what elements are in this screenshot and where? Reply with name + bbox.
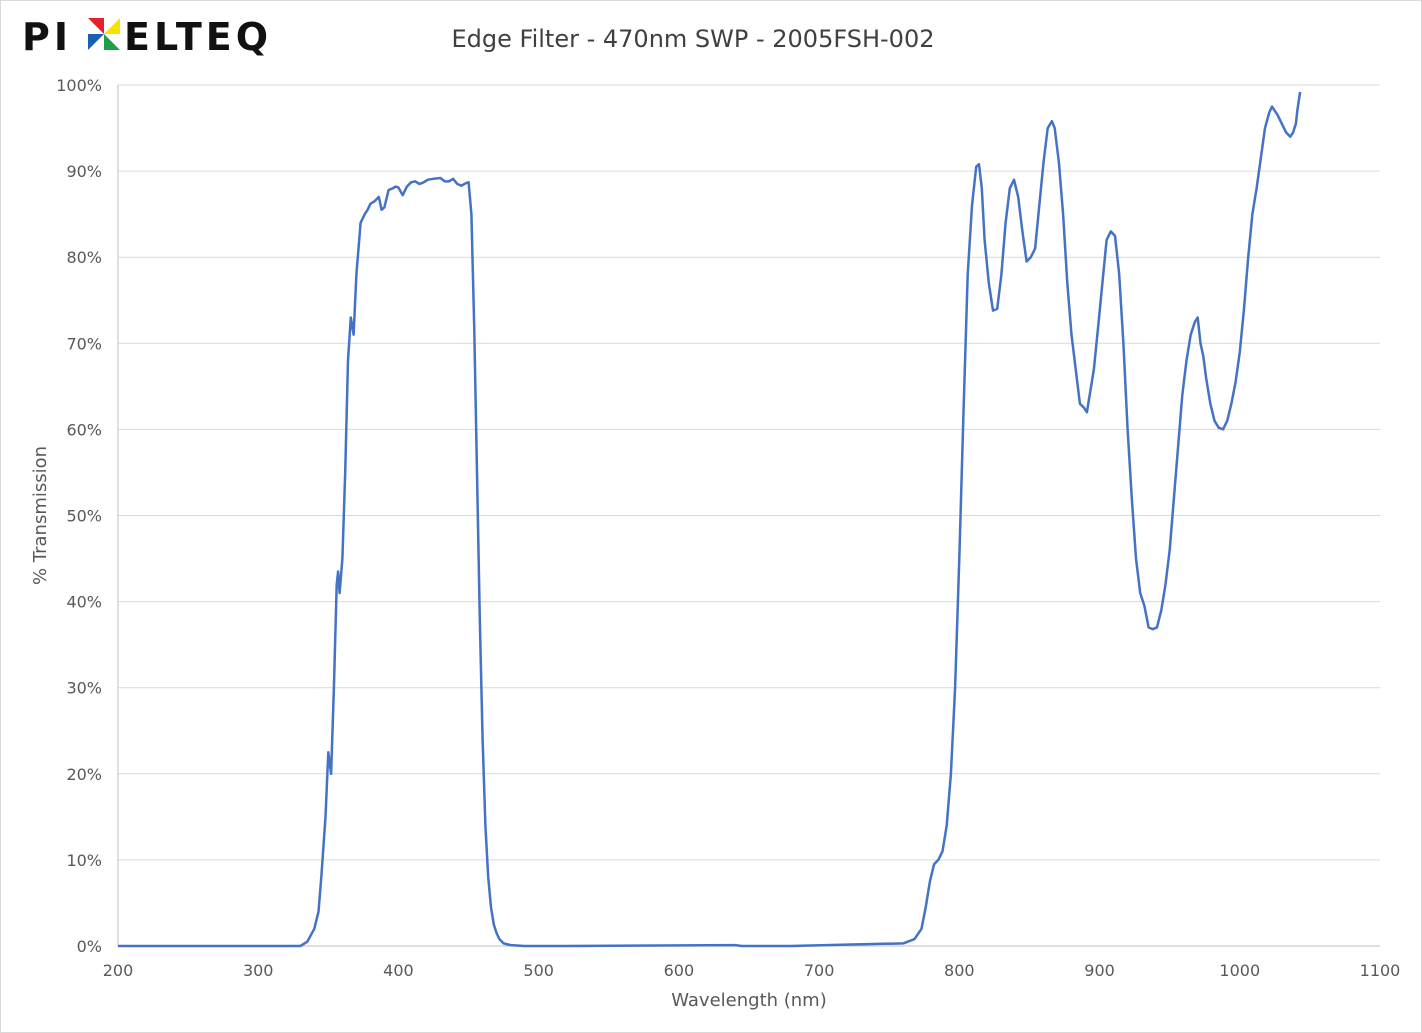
y-tick-label: 60% [66,420,102,439]
x-tick-label: 1100 [1360,961,1401,980]
x-tick-label: 800 [944,961,975,980]
gridlines [118,84,1380,861]
y-tick-label: 100% [56,76,102,95]
logo-text-left: PI [22,15,72,58]
pixelteq-logo: PI ELTEQ [22,10,322,58]
logo-x-blue [88,34,104,50]
logo-x-yellow [104,18,120,34]
y-tick-labels: 0% 10% 20% 30% 40% 50% 60% 70% 80% 90% 100% [56,76,102,956]
y-axis-label: % Transmission [30,446,51,585]
x-tick-label: 300 [243,961,274,980]
x-tick-label: 500 [523,961,554,980]
y-tick-label: 30% [66,679,102,698]
x-tick-label: 600 [664,961,695,980]
y-tick-label: 90% [66,162,102,181]
x-tick-labels: 200 300 400 500 600 700 800 900 1000 1100 [103,961,1401,980]
logo-x-mark [88,18,120,50]
x-tick-label: 700 [804,961,835,980]
y-tick-label: 40% [66,593,102,612]
y-tick-label: 0% [77,937,102,956]
logo-graphic: PI ELTEQ [22,15,272,58]
y-tick-label: 10% [66,851,102,870]
y-tick-label: 20% [66,765,102,784]
chart-title: Edge Filter - 470nm SWP - 2005FSH-002 [451,25,935,53]
x-tick-label: 1000 [1219,961,1260,980]
x-tick-label: 400 [383,961,414,980]
logo-text-right: ELTEQ [124,15,272,58]
x-tick-label: 900 [1084,961,1115,980]
x-axis-label: Wavelength (nm) [671,990,827,1011]
logo-x-green [104,34,120,50]
transmission-series-line [118,91,1302,948]
y-tick-label: 50% [66,507,102,526]
y-tick-label: 80% [66,248,102,267]
y-tick-label: 70% [66,334,102,353]
logo-x-red [88,18,104,34]
x-tick-label: 200 [103,961,134,980]
